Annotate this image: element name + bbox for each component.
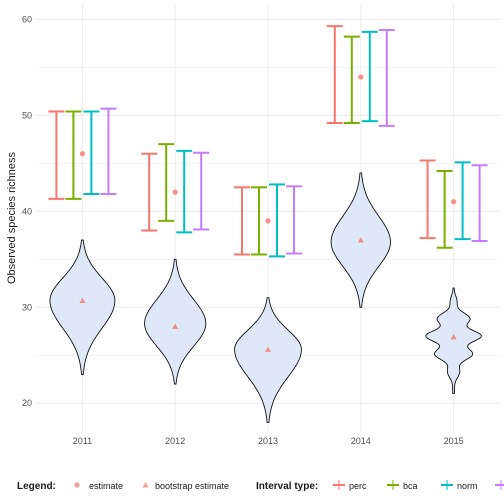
bootstrap-point-2012 bbox=[172, 323, 179, 329]
interval-norm-2012 bbox=[176, 149, 193, 234]
legend-title: Legend: bbox=[17, 481, 56, 492]
estimate-point-2015 bbox=[451, 199, 457, 205]
interval-bca-2014 bbox=[343, 35, 360, 125]
interval-basic-2014 bbox=[378, 28, 395, 127]
legend-bootstrap-label: bootstrap estimate bbox=[155, 481, 229, 491]
interval-norm-2013 bbox=[269, 183, 285, 258]
bootstrap-point-2014 bbox=[357, 237, 364, 243]
y-tick-label: 60 bbox=[22, 14, 32, 24]
interval-bca-2012 bbox=[158, 143, 175, 222]
y-tick-label: 20 bbox=[22, 398, 32, 408]
violin-2015 bbox=[425, 287, 482, 395]
legend-estimate-marker bbox=[74, 482, 80, 488]
interval-basic-2011 bbox=[100, 107, 117, 196]
estimate-point-2011 bbox=[79, 151, 85, 157]
x-tick-label: 2011 bbox=[73, 436, 92, 446]
interval-bca-2013 bbox=[251, 186, 267, 256]
interval-perc-2013 bbox=[234, 186, 250, 256]
violin-2013 bbox=[234, 297, 302, 423]
interval-norm-2011 bbox=[83, 110, 100, 196]
estimate-point-2013 bbox=[265, 218, 271, 224]
interval-perc-2015 bbox=[419, 159, 436, 240]
interval-basic-2015 bbox=[471, 164, 488, 243]
x-tick-labels: 2011 2012 2013 2014 2015 bbox=[73, 436, 464, 446]
interval-basic-2012 bbox=[193, 151, 210, 231]
interval-perc-2012 bbox=[141, 152, 158, 232]
interval-basic-2013 bbox=[286, 185, 302, 255]
interval-bca-2011 bbox=[65, 110, 82, 200]
y-axis-label: Observed species richness bbox=[6, 151, 18, 284]
bootstrap-point-2011 bbox=[79, 297, 86, 303]
violin-2011 bbox=[49, 239, 116, 375]
interval-perc-2014 bbox=[326, 25, 343, 125]
y-tick-label: 50 bbox=[22, 110, 32, 120]
intervals bbox=[48, 25, 488, 258]
y-tick-label: 30 bbox=[22, 302, 32, 312]
estimate-point-2012 bbox=[172, 189, 178, 195]
interval-bca-2015 bbox=[436, 170, 453, 249]
legend-interval-keys: percbcanormbasic bbox=[333, 480, 504, 491]
estimate-point-2014 bbox=[358, 74, 364, 80]
x-tick-label: 2012 bbox=[165, 436, 185, 446]
legend-interval-title: Interval type: bbox=[256, 481, 318, 492]
y-tick-labels: 20 30 40 50 60 bbox=[22, 14, 32, 408]
interval-perc-2011 bbox=[48, 110, 65, 200]
y-tick-label: 40 bbox=[22, 206, 32, 216]
interval-norm-2015 bbox=[454, 161, 471, 241]
x-tick-label: 2013 bbox=[258, 436, 278, 446]
legend-interval-label-norm: norm bbox=[457, 481, 478, 491]
x-tick-label: 2015 bbox=[444, 436, 464, 446]
interval-norm-2014 bbox=[361, 30, 378, 123]
bootstrap-point-2013 bbox=[265, 346, 271, 352]
legend-estimate-label: estimate bbox=[89, 481, 123, 491]
legend: Legend: estimate bootstrap estimate Inte… bbox=[17, 480, 504, 492]
x-tick-label: 2014 bbox=[351, 436, 371, 446]
legend-interval-label-bca: bca bbox=[403, 481, 418, 491]
violin-2012 bbox=[144, 258, 207, 385]
legend-interval-label-perc: perc bbox=[349, 481, 367, 491]
legend-bootstrap-marker bbox=[142, 482, 149, 488]
violins bbox=[49, 172, 482, 423]
bootstrap-point-2015 bbox=[450, 334, 457, 340]
points bbox=[79, 74, 457, 352]
